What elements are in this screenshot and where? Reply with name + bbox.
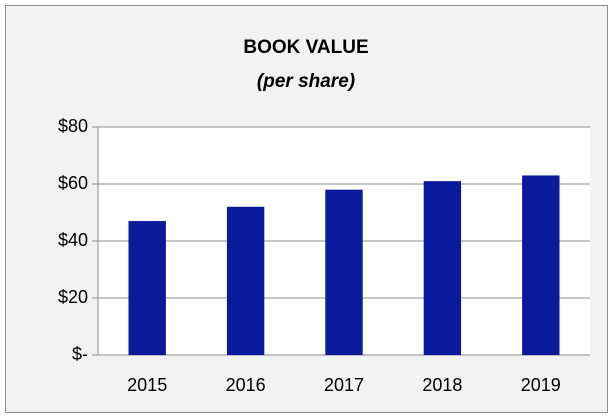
x-tick-label: 2018 bbox=[422, 375, 462, 395]
y-tick-label: $40 bbox=[58, 230, 88, 250]
bar bbox=[128, 221, 166, 355]
x-tick-label: 2016 bbox=[226, 375, 266, 395]
chart-subtitle: (per share) bbox=[257, 71, 355, 92]
x-tick-label: 2017 bbox=[324, 375, 364, 395]
bar bbox=[522, 175, 560, 355]
bar bbox=[226, 206, 265, 355]
chart-title: BOOK VALUE bbox=[243, 37, 368, 58]
y-tick-label: $- bbox=[72, 344, 88, 364]
y-tick-label: $20 bbox=[58, 287, 88, 307]
y-tick-label: $80 bbox=[58, 116, 88, 136]
x-tick-label: 2019 bbox=[521, 375, 561, 395]
x-tick-label: 2015 bbox=[127, 375, 167, 395]
y-tick-label: $60 bbox=[58, 173, 88, 193]
bar bbox=[325, 189, 363, 355]
bar bbox=[423, 181, 462, 355]
